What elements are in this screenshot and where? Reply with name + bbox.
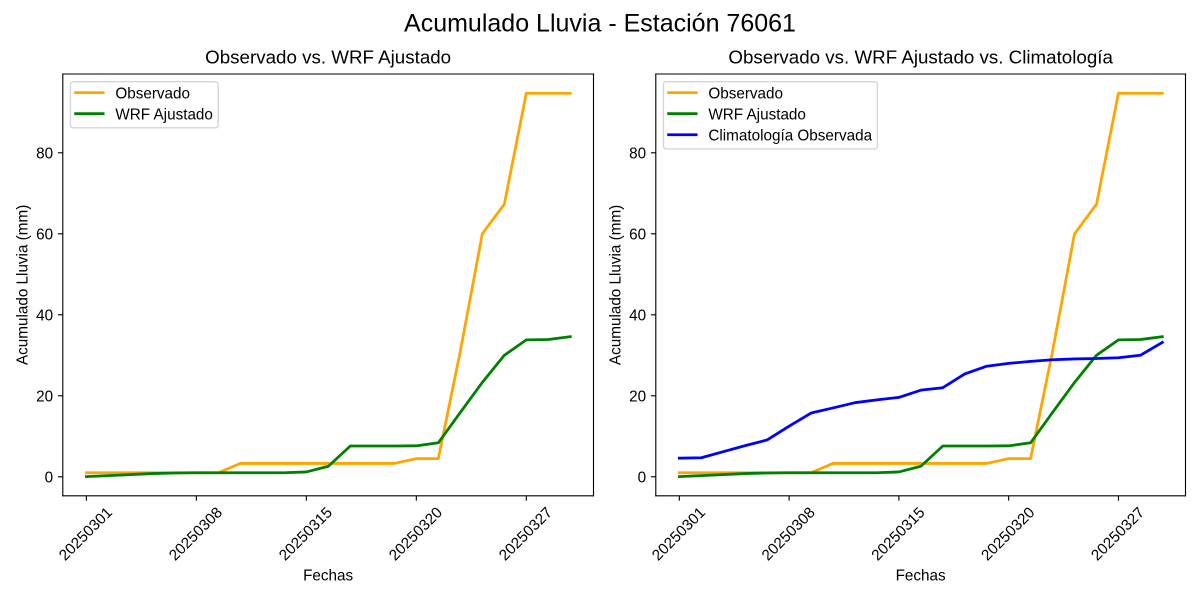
svg-text:WRF Ajustado: WRF Ajustado <box>115 106 213 123</box>
svg-text:Acumulado Lluvia (mm): Acumulado Lluvia (mm) <box>607 205 624 365</box>
svg-text:80: 80 <box>629 145 646 162</box>
svg-text:40: 40 <box>629 307 646 324</box>
svg-text:Climatología Observada: Climatología Observada <box>708 128 872 145</box>
svg-text:20: 20 <box>36 388 53 405</box>
svg-text:Observado: Observado <box>708 85 783 102</box>
svg-text:60: 60 <box>36 226 53 243</box>
svg-text:Observado vs. WRF Ajustado vs.: Observado vs. WRF Ajustado vs. Climatolo… <box>728 46 1113 67</box>
svg-text:Acumulado Lluvia - Estación 76: Acumulado Lluvia - Estación 76061 <box>404 9 796 37</box>
svg-text:Acumulado Lluvia (mm): Acumulado Lluvia (mm) <box>14 205 31 365</box>
svg-text:80: 80 <box>36 145 53 162</box>
svg-text:20: 20 <box>629 388 646 405</box>
svg-text:WRF Ajustado: WRF Ajustado <box>708 106 806 123</box>
svg-text:Observado vs. WRF Ajustado: Observado vs. WRF Ajustado <box>205 46 451 67</box>
svg-text:Observado: Observado <box>115 85 190 102</box>
svg-text:60: 60 <box>629 226 646 243</box>
svg-text:Fechas: Fechas <box>303 567 353 584</box>
svg-text:40: 40 <box>36 307 53 324</box>
svg-text:Fechas: Fechas <box>896 567 946 584</box>
svg-text:0: 0 <box>638 469 647 486</box>
svg-text:0: 0 <box>45 469 53 486</box>
